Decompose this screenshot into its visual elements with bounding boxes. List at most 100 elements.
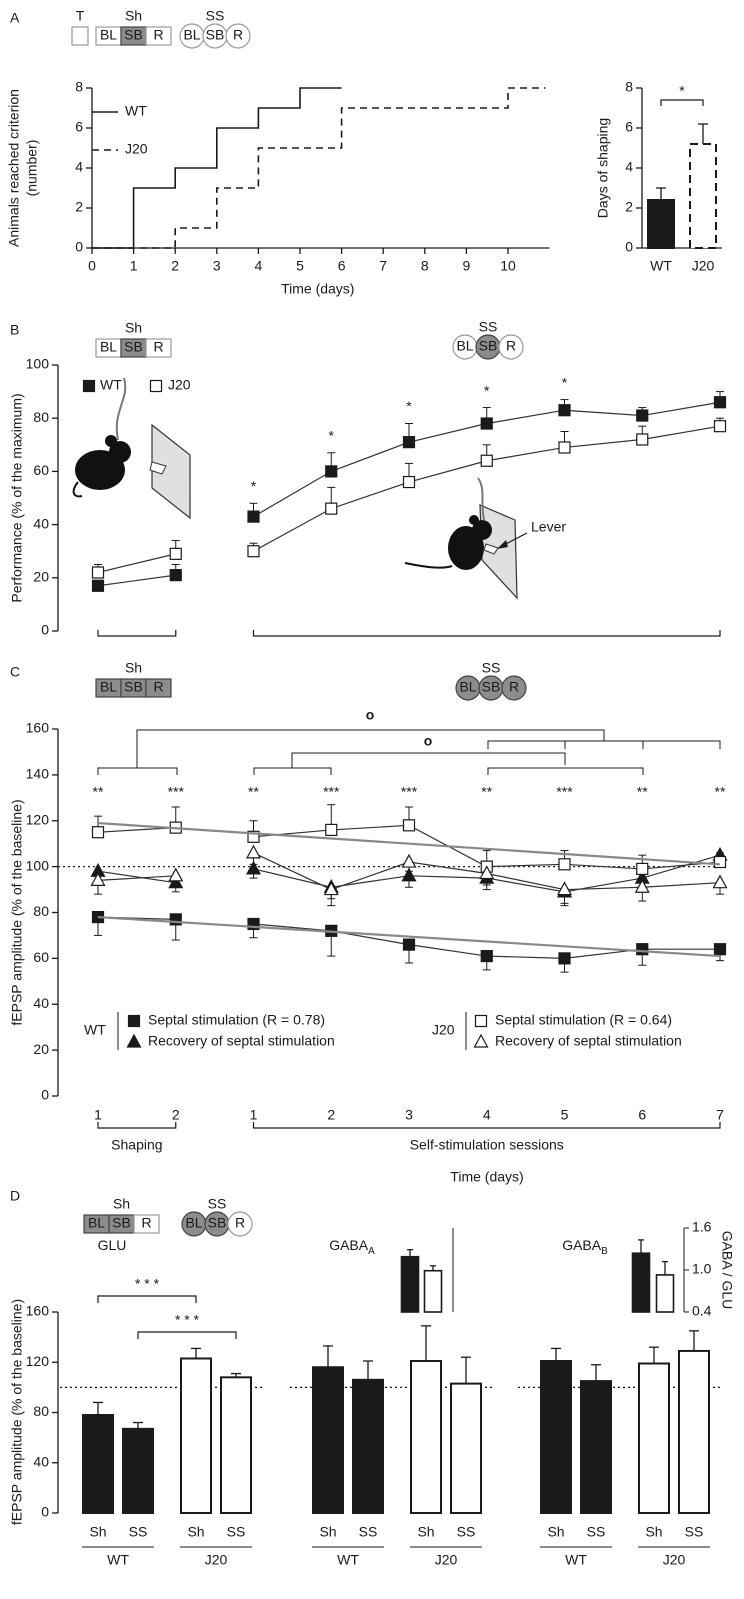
schematic-box-label: BL xyxy=(100,27,117,43)
marker xyxy=(91,566,105,579)
marker xyxy=(480,417,493,430)
bar xyxy=(352,1378,384,1515)
y-tick-label: 100 xyxy=(26,857,50,873)
x-tick-label: SS xyxy=(227,1524,246,1540)
inset-y-tick-label: 0.4 xyxy=(692,1303,712,1319)
x-tick-label: Sh xyxy=(645,1524,662,1540)
inset-y-axis-label: GABA / GLU xyxy=(719,1231,735,1310)
significance-label: ** xyxy=(715,784,726,800)
legend-marker xyxy=(149,379,163,393)
marker xyxy=(713,420,727,433)
x-tick-label: 8 xyxy=(421,258,429,274)
schematic-box-label: R xyxy=(509,679,519,695)
y-tick-label: 160 xyxy=(26,1303,50,1319)
marker xyxy=(169,547,182,560)
cable xyxy=(477,477,485,521)
y-tick-label: 0 xyxy=(41,622,49,638)
panel-title: GABAB xyxy=(562,1237,608,1257)
bar xyxy=(678,1349,710,1514)
significance-label: * xyxy=(251,478,257,494)
panel-letter: C xyxy=(10,664,20,680)
significance-label: * xyxy=(406,398,412,414)
comparison-bracket xyxy=(97,729,721,775)
y-axis-label: Animals reached criterion xyxy=(6,89,22,247)
y-tick-label: 0 xyxy=(625,239,633,255)
marker xyxy=(558,404,571,417)
y-tick-label: 4 xyxy=(625,159,633,175)
schematic-label: SS xyxy=(208,1196,227,1212)
marker xyxy=(325,502,338,515)
panel-title: GABAA xyxy=(329,1237,375,1257)
marker xyxy=(636,943,649,956)
bar xyxy=(689,143,717,249)
schematic-box-label: SB xyxy=(124,339,143,355)
y-axis-label: Performance (% of the maximum) xyxy=(9,393,25,602)
y-tick-label: 4 xyxy=(75,159,83,175)
marker xyxy=(636,862,649,876)
marker xyxy=(401,867,417,882)
x-tick-label: 6 xyxy=(338,258,346,274)
legend-group-label: WT xyxy=(84,1022,106,1038)
significance-label: * xyxy=(679,83,685,99)
marker xyxy=(247,545,260,558)
schematic-label: Sh xyxy=(125,320,142,336)
legend-label: J20 xyxy=(125,141,148,157)
y-tick-label: 120 xyxy=(26,1353,50,1369)
arrowhead xyxy=(497,540,508,549)
marker xyxy=(325,465,338,478)
y-tick-label: 2 xyxy=(625,199,633,215)
y-tick-label: 0 xyxy=(41,1504,49,1520)
significance-label: *** xyxy=(401,784,418,800)
schematic-label: SS xyxy=(479,319,498,335)
x-tick-label: 2 xyxy=(327,1107,335,1123)
marker xyxy=(556,881,573,896)
significance-label: * xyxy=(329,427,335,443)
significance-label: *** xyxy=(556,784,573,800)
marker xyxy=(247,917,260,931)
mouse-ear xyxy=(469,515,479,525)
schematic-box-label: BL xyxy=(456,338,473,354)
schematic-circle xyxy=(227,1211,253,1237)
significance-label: * xyxy=(484,382,490,398)
panel-title-main: GABA xyxy=(329,1237,369,1253)
bar xyxy=(647,199,675,249)
y-tick-label: 100 xyxy=(26,356,50,372)
x-tick-label: 5 xyxy=(561,1107,569,1123)
significance-label: ** xyxy=(248,784,259,800)
schematic-box-label: SB xyxy=(112,1215,131,1231)
lever xyxy=(483,543,499,555)
schematic-label: Sh xyxy=(113,1196,130,1212)
x-tick-label: WT xyxy=(650,258,672,274)
legend-group-label: J20 xyxy=(432,1022,455,1038)
mouse-head xyxy=(109,441,131,463)
bar xyxy=(82,1414,114,1514)
panel-title: GLU xyxy=(98,1237,127,1253)
mouse-head xyxy=(472,520,492,540)
x-tick-label: 6 xyxy=(638,1107,646,1123)
marker xyxy=(91,826,105,839)
significance-bracket xyxy=(97,1295,197,1303)
x-tick-label: SS xyxy=(685,1524,704,1540)
panel-title-sub: A xyxy=(368,1246,375,1257)
marker xyxy=(558,858,571,871)
step-line xyxy=(92,87,342,249)
schematic-box xyxy=(145,26,172,46)
marker xyxy=(90,872,106,886)
x-tick-label: SS xyxy=(457,1524,476,1540)
significance-label: ** xyxy=(637,784,648,800)
schematic-box xyxy=(145,678,172,698)
x-tick-label: Sh xyxy=(417,1524,434,1540)
schematic-box-label: SB xyxy=(208,1215,227,1231)
schematic-box-label: R xyxy=(141,1215,151,1231)
marker xyxy=(247,510,260,523)
x-tick-label: 7 xyxy=(716,1107,724,1123)
y-tick-label: 6 xyxy=(625,119,633,135)
legend-label: Recovery of septal stimulation xyxy=(148,1033,335,1049)
schematic-box-label: R xyxy=(233,27,243,43)
x-tick-label: J20 xyxy=(692,258,715,274)
y-tick-label: 8 xyxy=(625,79,633,95)
x-axis-label: Time (days) xyxy=(281,281,354,297)
significance-label: * xyxy=(562,374,568,390)
inset-y-tick-label: 1.0 xyxy=(692,1261,712,1277)
inset-bar xyxy=(423,1269,443,1313)
